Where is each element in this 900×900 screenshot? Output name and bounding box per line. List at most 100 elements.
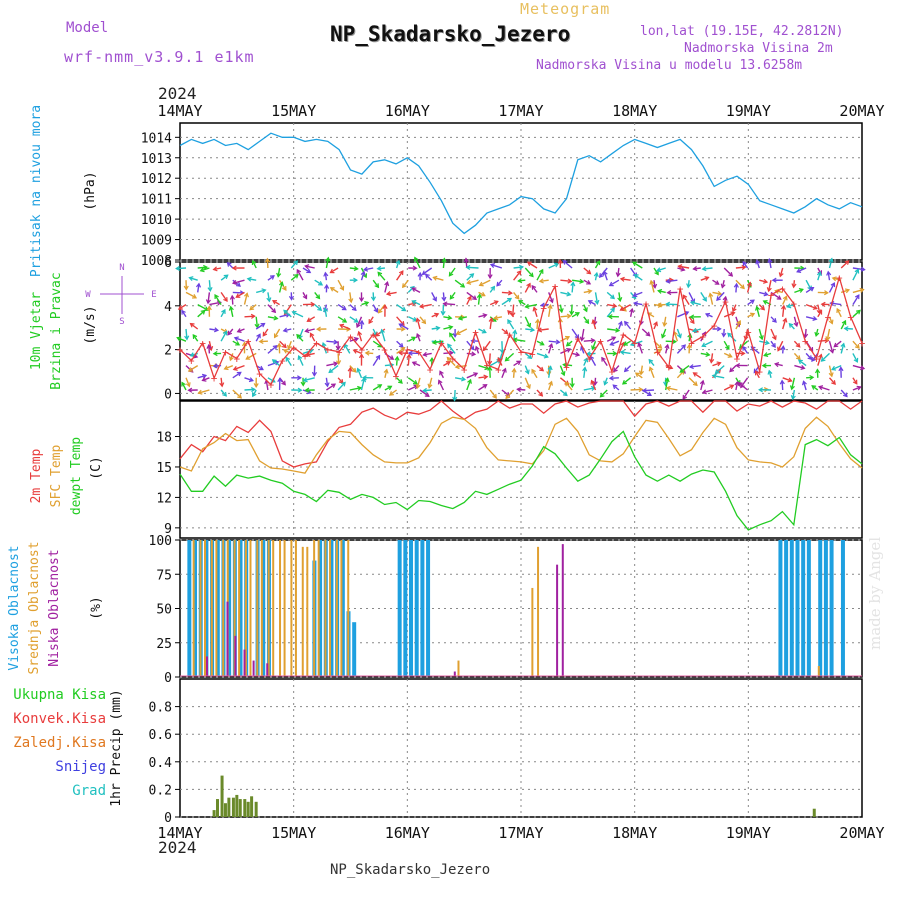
wind-arrowhead [716,296,721,302]
cloud-ylabel-mid: Srednja Oblacnost [27,541,42,674]
wind-arrowhead [817,309,823,315]
precipitation-ytick-label: 0.8 [149,701,172,716]
wind-arrowhead [251,259,257,266]
wind-arrowhead [730,311,736,317]
wind-arrow [232,389,242,399]
model-label: Model [66,20,109,36]
wind-arrow [735,279,745,289]
wind-arrow [791,377,796,390]
wind-arrowhead [687,332,693,339]
wind-arrowhead [624,320,629,326]
wind-arrowhead [385,291,392,297]
wind-speed-marker: + [472,326,479,339]
wind-arrow [438,380,445,391]
wind-arrowhead [176,336,182,342]
wind-arrow [805,303,818,310]
wind-arrowhead [535,318,541,324]
wind-arrow [197,266,207,269]
precip-bar [246,801,250,817]
cloud-bar [340,540,343,676]
cloud-bar [279,540,282,676]
wind-arrowhead [251,392,257,398]
wind-arrowhead [526,261,532,267]
wind-arrow [609,377,619,380]
wind-arrowhead [300,381,306,387]
wind-arrow [489,389,497,399]
wind-arrowhead [438,339,444,345]
cloud-bar [227,540,232,676]
cloud-bar [778,540,783,676]
wind-speed-marker: + [211,372,218,385]
wind-arrowhead [496,281,502,287]
wind-arrowhead [811,385,817,390]
wind-arrowhead [455,330,461,336]
wind-arrow [653,267,659,275]
wind-arrow [252,389,257,397]
wind-arrow [587,352,596,355]
wind-arrowhead [856,385,862,391]
wind-arrowhead [223,297,228,303]
wind-arrowhead [246,276,252,282]
wind-arrowhead [548,380,553,386]
wind-arrow [702,389,713,394]
wind-arrow [267,292,271,302]
wind-arrow [267,275,275,281]
wind-arrowhead [412,380,418,385]
temp-line-1 [179,416,863,474]
wind-arrow [593,316,597,325]
wind-arrow [663,316,667,327]
wind-arrow [349,292,352,303]
wind-arrow [688,292,695,303]
wind-arrowhead [774,288,780,294]
xtick-label-top: 20MAY [839,102,884,120]
wind-arrow [386,291,397,295]
wind-arrowhead [325,256,331,262]
wind-arrowhead [269,275,275,280]
wind-arrowhead [612,367,618,373]
wind-arrow [560,291,571,296]
wind-arrow [759,291,768,296]
wind-arrow [479,279,491,287]
wind-arrow [475,346,480,354]
cloud-bar [238,540,243,676]
wind-arrowhead [503,329,509,335]
wind-arrow [422,267,433,275]
wind-arrowhead [689,314,695,320]
wind-speed-marker: + [302,350,309,363]
wind-arrowhead [692,266,698,272]
cloud-bar [234,635,237,676]
wind-arrow [571,312,580,318]
wind-arrow [756,306,760,317]
wind-arrow [852,309,861,318]
wind-arrowhead [310,301,316,307]
wind-arrow [488,353,491,365]
wind-arrow [617,267,620,277]
wind-arrowhead [435,325,441,331]
wind-arrowhead [677,264,683,270]
wind-arrowhead [681,344,686,350]
wind-arrow [735,381,739,391]
wind-arrow [380,329,386,342]
wind-arrowhead [339,323,345,329]
wind-arrowhead [306,268,312,274]
wind-arrow [779,267,784,277]
compass-west: W [85,290,91,300]
wind-arrowhead [478,281,484,287]
wind-arrow [594,260,601,269]
wind-arrowhead [833,342,839,348]
xtick-label-bottom: 16MAY [385,824,430,842]
wind-arrowhead [656,348,663,354]
wind-arrowhead [686,343,692,349]
wind-arrowhead [637,342,643,348]
wind-arrowhead [351,306,357,312]
wind-arrow [524,267,534,278]
wind-arrow [279,340,287,348]
wind-speed-marker: + [700,330,707,343]
wind-arrow [688,377,698,386]
wind-arrow [732,304,737,312]
year-bottom: 2024 [158,838,197,857]
wind-arrowhead [677,333,682,339]
wind-arrowhead [661,333,666,339]
wind-ylabel-1: 10m Vjetar [29,292,44,370]
wind-arrowhead [836,307,841,313]
